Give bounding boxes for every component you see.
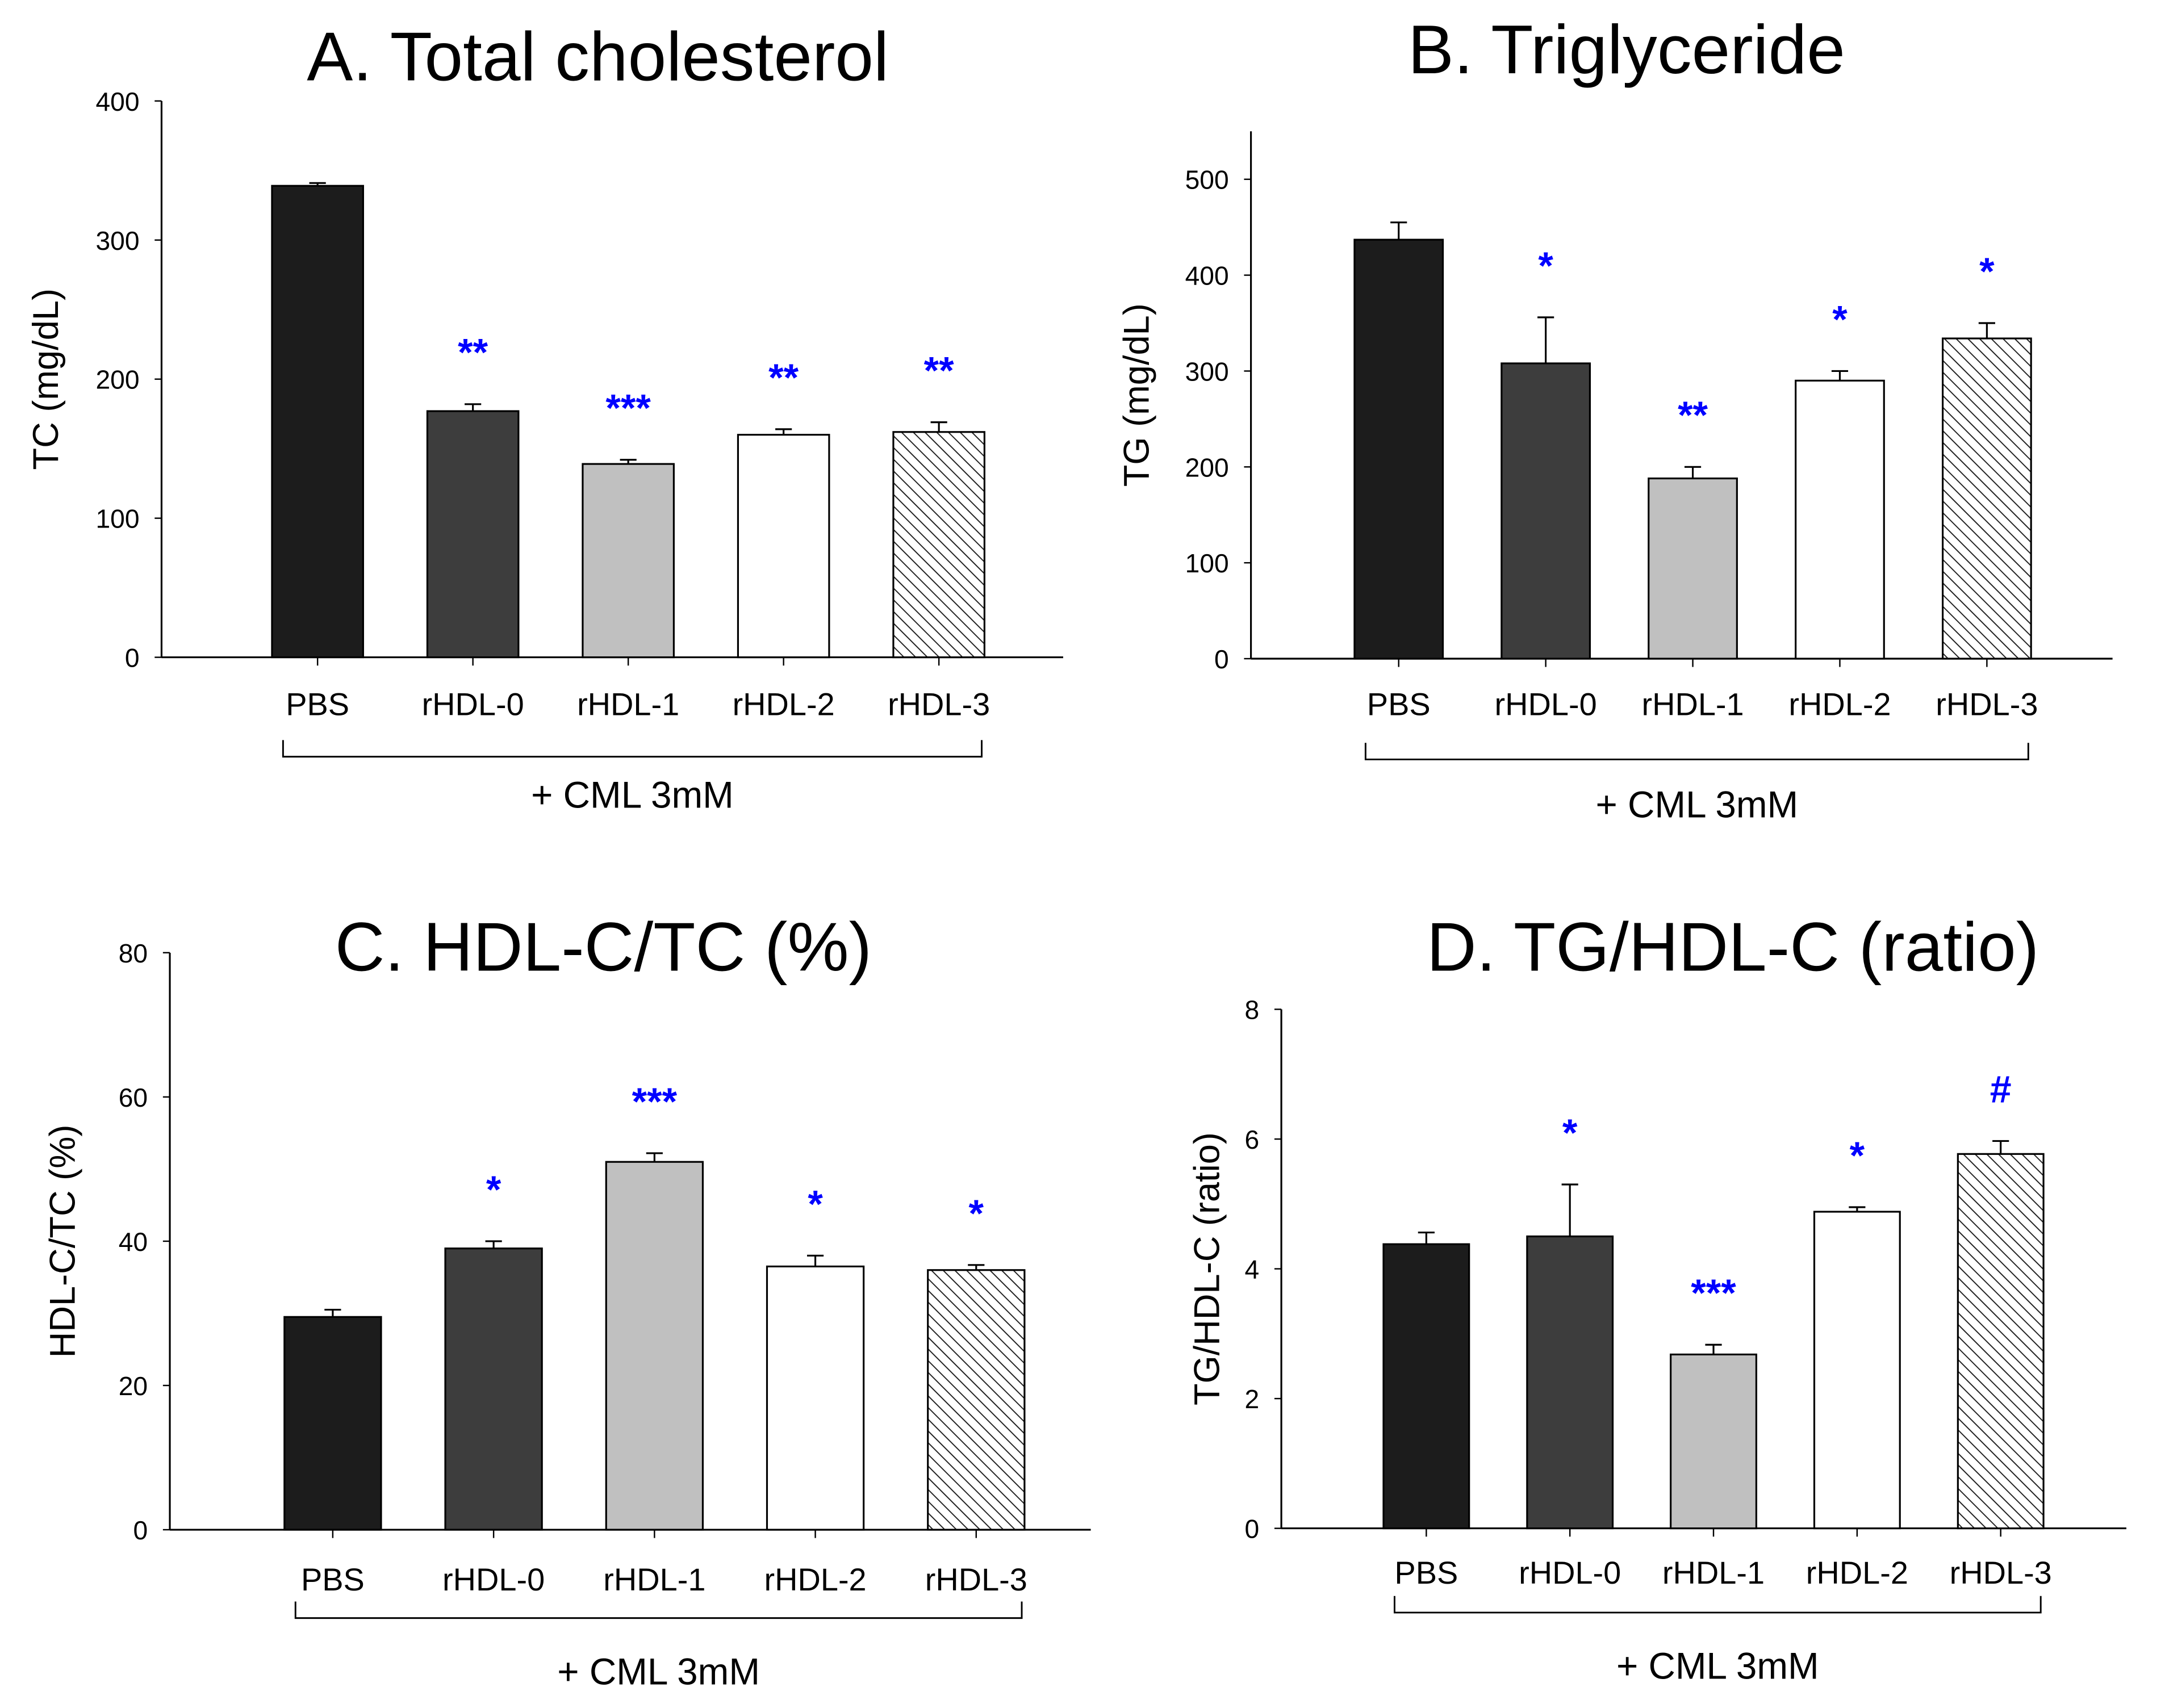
- bar-rhdl-2: [1795, 379, 1885, 660]
- y-tick-label: 60: [119, 1083, 148, 1112]
- bar-rhdl-3: [892, 431, 985, 659]
- x-tick-label: PBS: [1367, 686, 1431, 722]
- significance-marker: *: [1979, 250, 1995, 293]
- x-tick-label: PBS: [1394, 1555, 1458, 1590]
- y-axis-label: HDL-C/TC (%): [43, 1125, 82, 1358]
- group-bracket: [294, 1601, 1023, 1619]
- significance-marker: ***: [1691, 1271, 1736, 1315]
- group-bracket: [1364, 743, 2029, 760]
- y-tick-label: 0: [133, 1516, 148, 1545]
- bar-pbs: [1353, 238, 1444, 660]
- x-tick-label: rHDL-1: [1641, 686, 1744, 722]
- chart-title: A. Total cholesterol: [307, 18, 889, 95]
- y-axis-label: TG/HDL-C (ratio): [1188, 1132, 1227, 1405]
- x-tick-label: rHDL-0: [442, 1562, 545, 1597]
- significance-marker: *: [808, 1182, 823, 1225]
- significance-marker: *: [969, 1192, 984, 1235]
- x-tick-label: rHDL-2: [764, 1562, 866, 1597]
- bar-rhdl-1: [1670, 1353, 1757, 1530]
- y-tick-label: 200: [1185, 453, 1229, 482]
- significance-marker: **: [924, 349, 954, 392]
- panel-c: C. HDL-C/TC (%) 0 20 40 60 80 HDL-C/TC (%) PBS r…: [43, 908, 1091, 1692]
- y-axis-label: TC (mg/dL): [26, 288, 66, 470]
- y-tick-label: 200: [95, 365, 139, 395]
- y-tick-label: 0: [1214, 644, 1229, 674]
- bar-rhdl-2: [737, 434, 830, 659]
- y-tick-label: 300: [95, 226, 139, 256]
- y-tick-label: 500: [1185, 165, 1229, 195]
- significance-marker: **: [768, 356, 799, 399]
- x-tick-label: rHDL-1: [603, 1562, 705, 1597]
- significance-marker: ***: [632, 1080, 678, 1123]
- significance-marker: **: [1678, 393, 1708, 437]
- y-axis-label: TG (mg/dL): [1117, 303, 1157, 487]
- x-tick-label: rHDL-3: [1936, 686, 2038, 722]
- bar-rhdl-0: [426, 410, 520, 659]
- x-tick-label: rHDL-3: [925, 1562, 1027, 1597]
- group-bracket: [282, 740, 983, 758]
- y-tick-label: 0: [125, 643, 140, 673]
- panel-d: D. TG/HDL-C (ratio) 0 2 4 6 8 TG/HDL-C (ratio)…: [1188, 908, 2126, 1687]
- x-tick-label: rHDL-0: [1495, 686, 1597, 722]
- x-tick-label: rHDL-1: [577, 686, 679, 722]
- y-tick-label: 400: [1185, 261, 1229, 291]
- bar-pbs: [1382, 1243, 1470, 1530]
- bar-rhdl-0: [1501, 362, 1591, 660]
- x-tick-label: rHDL-2: [1806, 1555, 1908, 1590]
- panel-a: A. Total cholesterol 0 100 200 300 400 TC (mg/…: [26, 18, 1063, 816]
- bar-rhdl-3: [927, 1269, 1026, 1531]
- y-tick-label: 20: [119, 1371, 148, 1401]
- significance-marker: *: [1538, 244, 1553, 287]
- chart-title: C. HDL-C/TC (%): [335, 908, 872, 985]
- chart-title: D. TG/HDL-C (ratio): [1427, 908, 2039, 985]
- bar-rhdl-3: [1942, 337, 2032, 660]
- significance-marker: *: [1832, 298, 1848, 341]
- significance-marker: *: [1562, 1111, 1578, 1154]
- y-tick-label: 100: [95, 504, 139, 534]
- y-tick-label: 6: [1244, 1125, 1259, 1154]
- x-tick-label: rHDL-3: [1950, 1555, 2052, 1590]
- group-bracket: [1393, 1596, 2042, 1614]
- significance-marker: **: [458, 331, 488, 374]
- bar-rhdl-1: [605, 1161, 704, 1531]
- y-tick-label: 100: [1185, 549, 1229, 578]
- y-tick-label: 300: [1185, 357, 1229, 386]
- bar-rhdl-1: [1648, 477, 1738, 660]
- significance-marker: ***: [605, 387, 651, 430]
- x-tick-label: PBS: [301, 1562, 365, 1597]
- y-tick-label: 2: [1244, 1384, 1259, 1414]
- y-tick-label: 8: [1244, 995, 1259, 1025]
- bar-rhdl-2: [766, 1265, 865, 1531]
- group-label: + CML 3mM: [1616, 1646, 1819, 1687]
- bar-rhdl-1: [582, 463, 675, 659]
- significance-marker: *: [1850, 1134, 1865, 1177]
- x-tick-label: PBS: [286, 686, 349, 722]
- chart-title: B. Triglyceride: [1408, 11, 1845, 88]
- bar-rhdl-0: [444, 1247, 543, 1531]
- y-tick-label: 40: [119, 1227, 148, 1257]
- y-tick-label: 0: [1244, 1514, 1259, 1544]
- bar-rhdl-2: [1813, 1211, 1901, 1530]
- group-label: + CML 3mM: [531, 775, 734, 816]
- x-tick-label: rHDL-3: [888, 686, 990, 722]
- x-tick-label: rHDL-1: [1662, 1555, 1765, 1590]
- x-tick-label: rHDL-0: [422, 686, 524, 722]
- y-tick-label: 400: [95, 87, 139, 116]
- x-tick-label: rHDL-0: [1519, 1555, 1621, 1590]
- significance-marker: *: [486, 1168, 501, 1211]
- panel-b: B. Triglyceride 0 100 200 300 400 500 TG (mg/dL…: [1117, 11, 2113, 826]
- group-label: + CML 3mM: [1595, 784, 1798, 826]
- y-tick-label: 80: [119, 939, 148, 968]
- x-tick-label: rHDL-2: [1788, 686, 1891, 722]
- x-tick-label: rHDL-2: [733, 686, 835, 722]
- group-label: + CML 3mM: [557, 1651, 760, 1692]
- y-tick-label: 4: [1244, 1255, 1259, 1284]
- bar-rhdl-0: [1526, 1235, 1614, 1530]
- significance-marker: #: [1990, 1068, 2012, 1111]
- bar-pbs: [271, 185, 364, 659]
- bar-pbs: [283, 1316, 382, 1531]
- bar-rhdl-3: [1957, 1153, 2045, 1530]
